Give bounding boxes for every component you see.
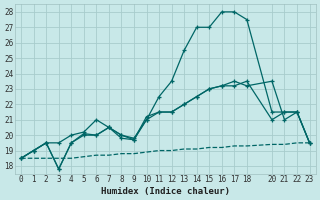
X-axis label: Humidex (Indice chaleur): Humidex (Indice chaleur)	[101, 187, 230, 196]
